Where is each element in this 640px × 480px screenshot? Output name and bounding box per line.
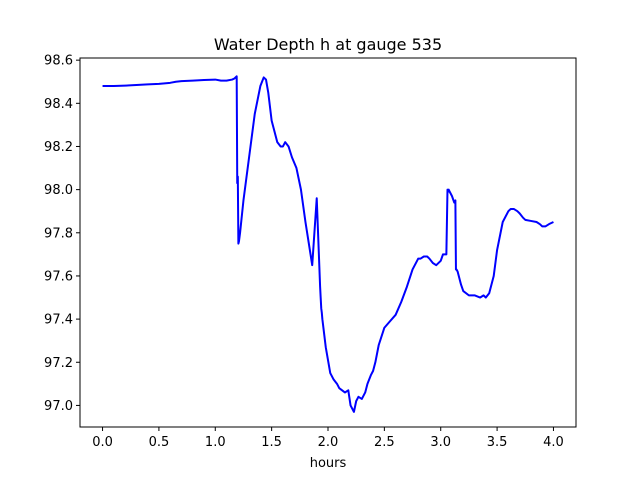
- y-tick-label: 98.6: [44, 54, 73, 69]
- x-axis-label: hours: [310, 456, 347, 471]
- x-tick-label: 1.5: [261, 435, 282, 450]
- y-tick-label: 97.6: [44, 269, 73, 284]
- x-tick-label: 3.0: [430, 435, 451, 450]
- series-line: [102, 75, 554, 413]
- y-tick-label: 97.2: [44, 356, 73, 371]
- x-tick-label: 2.0: [318, 435, 339, 450]
- x-tick-label: 1.0: [205, 435, 226, 450]
- y-tick-label: 98.0: [44, 183, 73, 198]
- y-tick-label: 97.4: [44, 313, 73, 328]
- x-tick-label: 0.5: [149, 435, 170, 450]
- x-tick-label: 2.5: [374, 435, 395, 450]
- x-tick-label: 4.0: [543, 435, 564, 450]
- y-axis-ticks: 97.0 97.2 97.4 97.6 97.8 98.0 98.2 98.4 98.6: [44, 54, 80, 414]
- x-axis-ticks: 0.0 0.5 1.0 1.5 2.0 2.5 3.0 3.5 4.0: [92, 427, 564, 450]
- x-tick-label: 0.0: [92, 435, 113, 450]
- y-tick-label: 98.2: [44, 140, 73, 155]
- plot-area-frame: [79, 57, 577, 428]
- y-tick-label: 98.4: [44, 97, 73, 112]
- x-tick-label: 3.5: [487, 435, 508, 450]
- y-tick-label: 97.8: [44, 226, 73, 241]
- chart-title: Water Depth h at gauge 535: [214, 35, 442, 54]
- y-tick-label: 97.0: [44, 399, 73, 414]
